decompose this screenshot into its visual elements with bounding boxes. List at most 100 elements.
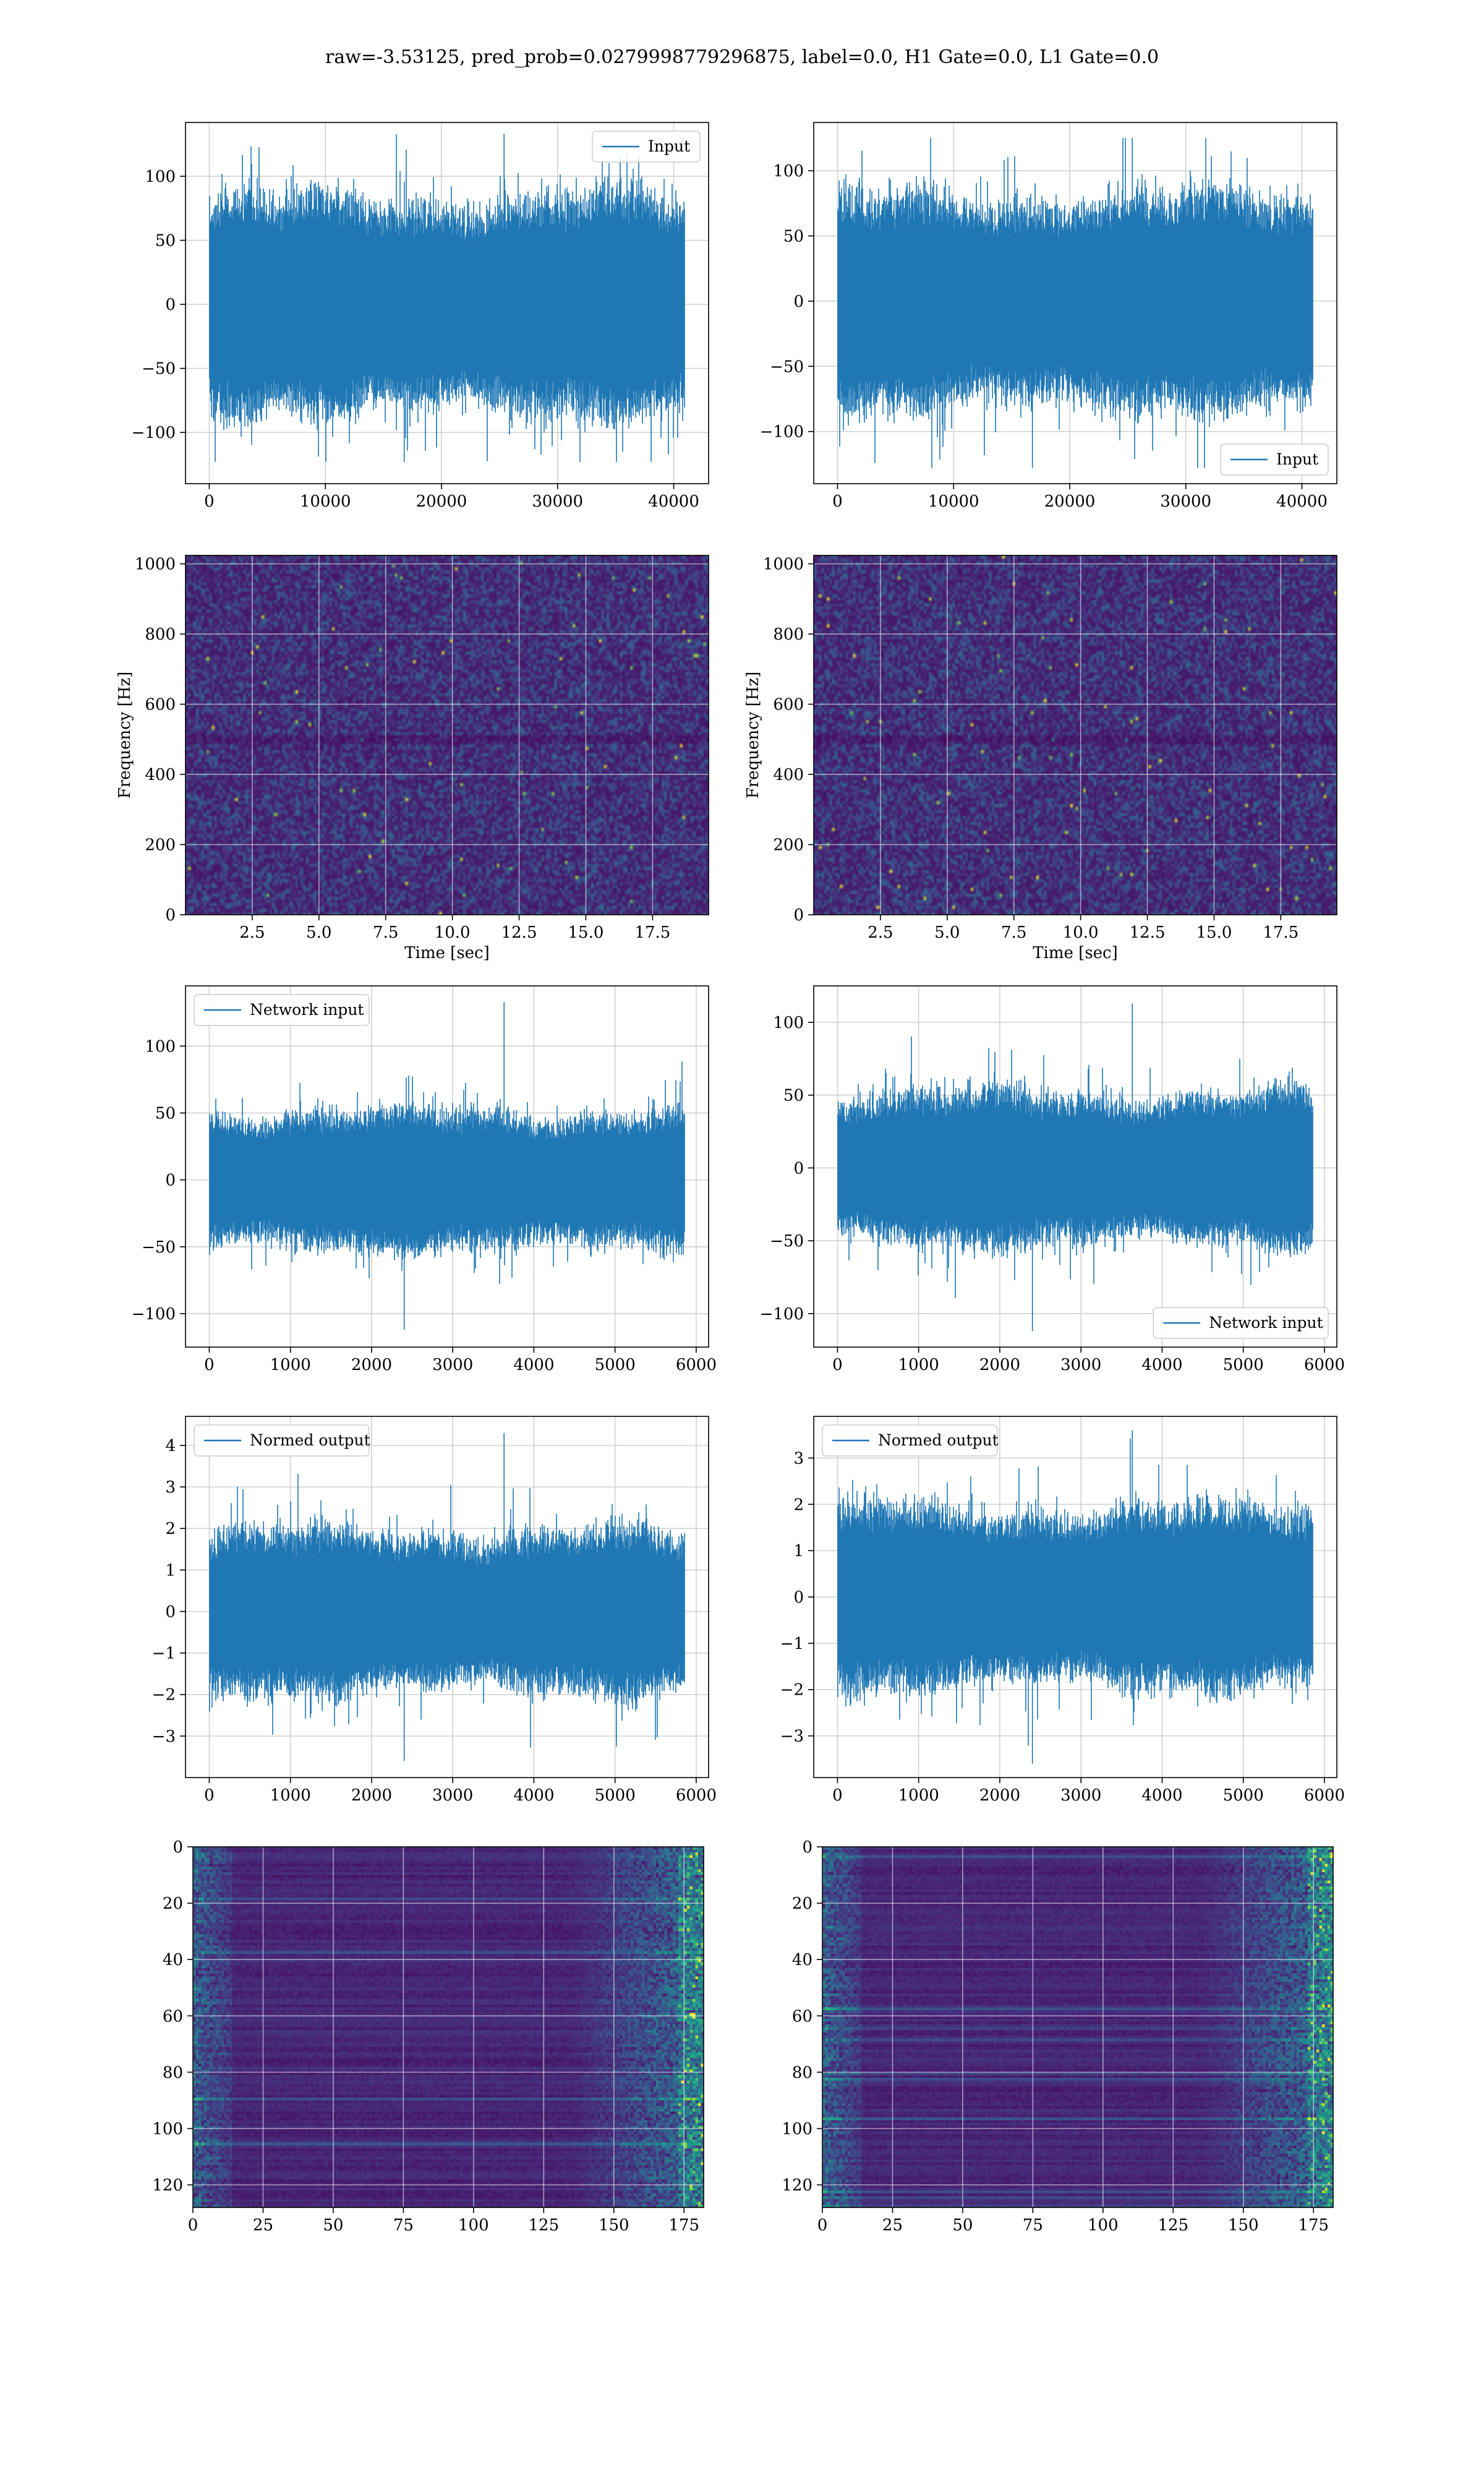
y-tick-label: −50 <box>142 1238 176 1257</box>
y-tick-label: 60 <box>792 2007 812 2026</box>
x-tick-label: 40000 <box>1276 492 1328 511</box>
x-tick-label: 7.5 <box>373 923 398 942</box>
y-tick-label: 100 <box>782 2120 812 2138</box>
panel-h1-feature-map: 0 25 50 75 100 125 150 175 0 20 40 60 80 100 120 <box>152 1838 704 2235</box>
axes-frame <box>813 985 1337 1348</box>
x-tick-label: 0 <box>188 2216 198 2235</box>
x-tick-label: 175 <box>1298 2216 1329 2235</box>
y-tick-label: −50 <box>770 1232 804 1251</box>
y-tick-label: −100 <box>760 1305 804 1324</box>
panel-h1-spectrogram: 2.5 5.0 7.5 10.0 12.5 15.0 17.5 0 200 400 600 800 10… <box>116 555 709 962</box>
x-tick-label: 12.5 <box>1130 923 1166 942</box>
y-tick-label: 60 <box>163 2007 183 2026</box>
panel-h1-input: 0 10000 20000 30000 40000 −100 −50 0 50 100 Input <box>132 122 709 511</box>
x-tick-label: 17.5 <box>1263 923 1298 942</box>
panel-l1-feature-map: 0 25 50 75 100 125 150 175 0 20 40 60 80 100 120 <box>782 1838 1334 2235</box>
x-tick-label: 0 <box>204 1786 215 1805</box>
y-tick-label: 0 <box>793 293 804 311</box>
y-tick-label: −3 <box>780 1727 804 1746</box>
legend-entry: Input <box>648 137 690 155</box>
y-axis-label: Frequency [Hz] <box>744 672 762 799</box>
y-tick-label: 4 <box>165 1437 176 1455</box>
x-tick-label: 150 <box>1228 2216 1259 2235</box>
x-tick-label: 4000 <box>1141 1786 1182 1805</box>
legend-box <box>592 131 701 163</box>
legend-entry: Network input <box>250 1001 364 1019</box>
x-tick-label: 1000 <box>270 1786 311 1805</box>
x-tick-label: 5000 <box>1223 1786 1264 1805</box>
x-tick-label: 10000 <box>300 492 351 511</box>
x-tick-label: 10.0 <box>1063 923 1099 942</box>
x-tick-label: 0 <box>832 1356 843 1374</box>
y-tick-label: 0 <box>802 1838 812 1857</box>
heatmap-image <box>193 1847 704 2207</box>
y-tick-label: 0 <box>165 1603 176 1621</box>
y-tick-label: 40 <box>163 1951 183 1969</box>
x-tick-label: 6000 <box>676 1356 717 1374</box>
y-tick-label: 50 <box>155 232 176 250</box>
x-tick-label: 5000 <box>595 1356 636 1374</box>
x-tick-label: 10000 <box>928 492 979 511</box>
y-tick-label: 20 <box>792 1894 812 1913</box>
y-tick-label: 1 <box>165 1561 176 1580</box>
y-tick-label: 0 <box>793 1159 804 1178</box>
panel-l1-spectrogram: 2.5 5.0 7.5 10.0 12.5 15.0 17.5 0 200 400 600 800 10… <box>744 555 1337 962</box>
x-tick-label: 4000 <box>513 1356 554 1374</box>
figure-title: raw=-3.53125, pred_prob=0.02799987792968… <box>325 46 1159 68</box>
y-tick-label: 0 <box>173 1838 183 1857</box>
x-tick-label: 75 <box>1023 2216 1043 2235</box>
y-tick-label: 2 <box>165 1520 176 1538</box>
y-tick-label: 3 <box>793 1449 804 1468</box>
y-tick-label: 1 <box>793 1542 804 1560</box>
y-tick-label: 50 <box>783 1087 804 1105</box>
heatmap-image <box>814 555 1337 915</box>
x-tick-label: 150 <box>599 2216 629 2235</box>
x-tick-label: 6000 <box>1304 1356 1345 1374</box>
y-tick-label: 200 <box>145 836 176 855</box>
y-tick-label: −100 <box>132 1305 176 1324</box>
x-tick-label: 4000 <box>1141 1356 1182 1374</box>
y-tick-label: 800 <box>773 625 804 644</box>
y-tick-label: 0 <box>793 906 804 925</box>
legend: Input <box>1220 443 1329 476</box>
x-tick-label: 175 <box>668 2216 699 2235</box>
axes-frame <box>185 985 709 1348</box>
x-tick-label: 1000 <box>270 1356 311 1374</box>
x-tick-label: 4000 <box>513 1786 554 1805</box>
legend-entry: Normed output <box>250 1431 370 1449</box>
y-tick-label: 40 <box>792 1951 812 1969</box>
x-tick-label: 30000 <box>532 492 583 511</box>
x-tick-label: 100 <box>1088 2216 1119 2235</box>
legend: Normed output <box>194 1424 370 1457</box>
x-axis-label: Time [sec] <box>1033 944 1118 962</box>
x-tick-label: 6000 <box>676 1786 717 1805</box>
series-core-band <box>837 239 1313 363</box>
legend-box <box>1153 1307 1329 1339</box>
x-tick-label: 125 <box>1158 2216 1188 2235</box>
x-tick-label: 2.5 <box>868 923 893 942</box>
legend-entry: Network input <box>1209 1314 1323 1332</box>
x-tick-label: 20000 <box>1044 492 1096 511</box>
x-tick-label: 15.0 <box>1196 923 1232 942</box>
x-tick-label: 0 <box>832 1786 843 1805</box>
x-axis-label: Time [sec] <box>404 944 490 962</box>
legend-box <box>1220 443 1329 476</box>
y-tick-label: 80 <box>163 2063 183 2082</box>
y-tick-label: 2 <box>793 1496 804 1514</box>
x-tick-label: 1000 <box>898 1356 939 1374</box>
series-core-band <box>209 241 685 367</box>
x-tick-label: 2000 <box>979 1356 1020 1374</box>
y-tick-label: 100 <box>152 2120 183 2138</box>
x-tick-label: 12.5 <box>501 923 537 942</box>
series-core-band <box>837 1544 1313 1650</box>
x-tick-label: 2000 <box>351 1356 392 1374</box>
axes-frame <box>813 555 1337 915</box>
series-core-band <box>837 1124 1313 1212</box>
y-tick-label: −50 <box>770 357 804 376</box>
axes-frame <box>185 1416 709 1778</box>
x-tick-label: 3000 <box>1060 1786 1101 1805</box>
x-tick-label: 2000 <box>351 1786 392 1805</box>
x-tick-label: 5000 <box>1223 1356 1264 1374</box>
legend-box <box>194 994 370 1026</box>
